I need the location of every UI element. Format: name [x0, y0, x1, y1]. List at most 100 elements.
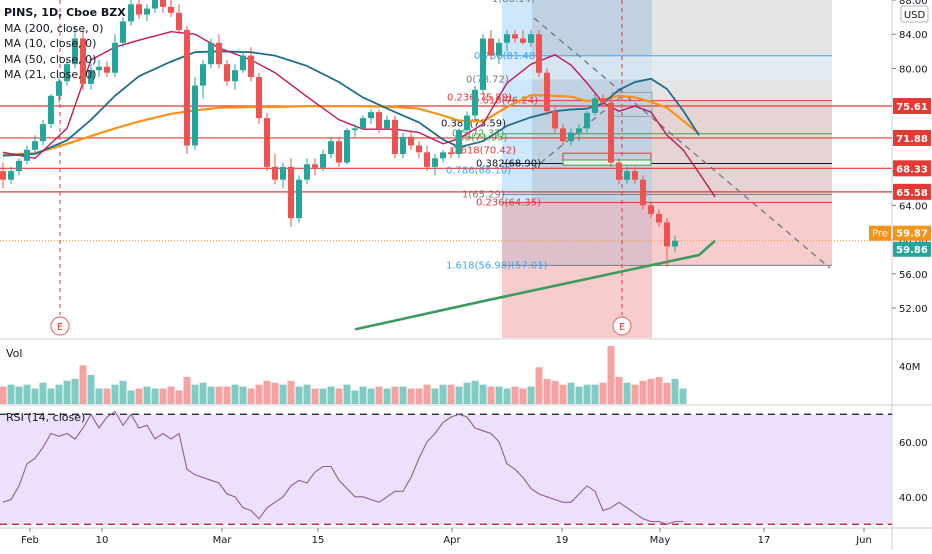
candle	[240, 51, 246, 73]
candle-body	[192, 85, 198, 146]
candle	[104, 61, 110, 78]
currency-label: USD	[904, 10, 926, 21]
candle-body	[672, 240, 678, 247]
candle	[440, 149, 446, 163]
candle-body	[104, 66, 110, 73]
candle	[464, 111, 470, 133]
candle-body	[248, 55, 254, 78]
volume-bar	[295, 386, 303, 404]
fib-label-lower: 0.5(71.95)	[455, 132, 507, 143]
symbol-title: PINS, 1D, Cboe BZX	[4, 6, 126, 19]
candle-body	[232, 70, 238, 82]
volume-bar	[567, 382, 575, 404]
volume-bar	[439, 384, 447, 404]
time-tick-label: 19	[556, 535, 569, 546]
ma21-line	[2, 50, 700, 157]
volume-bar	[63, 380, 71, 404]
candle	[24, 145, 30, 165]
candle	[496, 38, 502, 65]
volume-bar	[7, 384, 15, 404]
candle	[312, 158, 318, 176]
volume-bar	[631, 384, 639, 404]
candle	[560, 124, 566, 146]
price-level-value: 71.88	[896, 134, 928, 145]
candle	[392, 115, 398, 159]
candle	[216, 34, 222, 69]
volume-bar	[559, 384, 567, 404]
earnings-marker-label: E	[57, 322, 63, 333]
volume-bar	[599, 382, 607, 404]
candle	[376, 109, 382, 133]
candle-body	[384, 119, 390, 129]
candle-body	[272, 166, 278, 180]
trend-channel-line	[533, 17, 831, 269]
candle	[56, 77, 62, 103]
volume-bar	[207, 386, 215, 404]
candle	[136, 0, 142, 19]
volume-bar	[455, 386, 463, 404]
candle	[272, 154, 278, 184]
price-level-value: 68.33	[896, 164, 928, 175]
candle-body	[240, 55, 246, 71]
pre-label-box	[869, 225, 891, 241]
candle	[336, 136, 342, 167]
volume-bar	[639, 380, 647, 404]
volume-bar	[311, 388, 319, 404]
candle	[592, 94, 598, 116]
candle-body	[392, 119, 398, 155]
volume-bar	[583, 384, 591, 404]
volume-bar	[423, 384, 431, 404]
candle-body	[448, 152, 454, 155]
volume-bar	[351, 390, 359, 404]
candle	[144, 4, 150, 22]
volume-bar	[527, 386, 535, 404]
last-price-tag	[893, 241, 931, 257]
volume-bar	[415, 388, 423, 404]
time-tick-label: 17	[758, 535, 771, 546]
volume-bars	[0, 346, 687, 404]
candle-body	[544, 72, 550, 112]
volume-bar	[463, 382, 471, 404]
volume-bar	[111, 384, 119, 404]
candle	[72, 25, 78, 69]
candle	[128, 0, 134, 26]
volume-bar	[607, 346, 615, 404]
volume-bar	[343, 384, 351, 404]
candle	[32, 135, 38, 155]
volume-bar	[0, 386, 7, 404]
volume-bar	[319, 388, 327, 404]
fib-label-upper: 0.618(76.24)	[473, 96, 538, 107]
candle-body	[136, 4, 142, 15]
volume-bar	[95, 388, 103, 404]
candle	[512, 29, 518, 43]
price-level-tag	[893, 98, 931, 115]
volume-bar	[575, 386, 583, 404]
volume-bar	[623, 382, 631, 404]
volume-bar	[223, 386, 231, 404]
candle-body	[424, 152, 430, 167]
candle	[416, 141, 422, 159]
volume-bar	[519, 388, 527, 404]
candle-body	[184, 29, 190, 146]
candle	[624, 166, 630, 184]
candle	[344, 128, 350, 165]
candle-body	[432, 158, 438, 167]
candle-body	[8, 171, 14, 180]
candle	[664, 218, 670, 267]
volume-bar	[375, 386, 383, 404]
candle	[408, 130, 414, 150]
candle-body	[288, 166, 294, 219]
volume-bar	[591, 384, 599, 404]
candle-body	[496, 42, 502, 56]
candle	[176, 4, 182, 35]
candle	[536, 29, 542, 78]
legend-ma21: MA (21, close, 0)	[4, 68, 97, 81]
volume-bar	[391, 386, 399, 404]
volume-bar	[287, 380, 295, 404]
fib-label-upper: 0.5(72.37)	[452, 129, 504, 140]
candle	[112, 34, 118, 78]
price-level-tag	[893, 183, 931, 200]
candle	[256, 72, 262, 125]
